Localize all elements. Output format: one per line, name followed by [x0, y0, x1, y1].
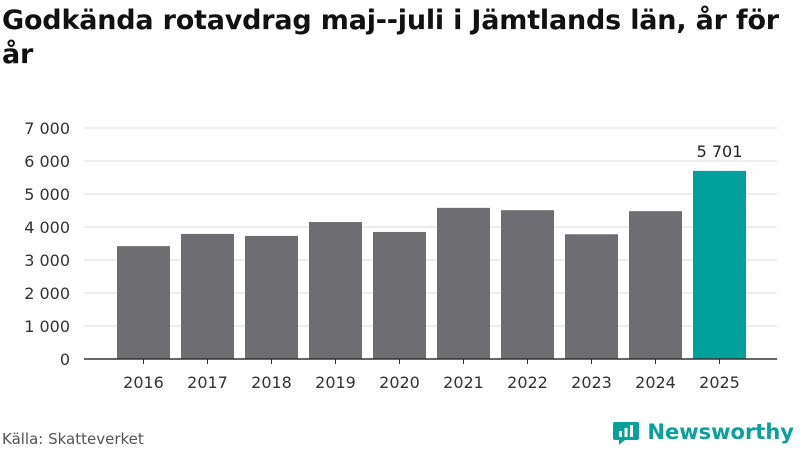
y-tick-label: 0	[60, 350, 70, 369]
chart-title: Godkända rotavdrag maj--juli i Jämtlands…	[2, 5, 779, 70]
bar	[437, 207, 490, 359]
y-tick-label: 6 000	[24, 152, 70, 171]
newsworthy-logo-icon	[613, 422, 640, 445]
x-tick-label: 2017	[187, 373, 228, 392]
bar	[309, 222, 362, 359]
x-tick-label: 2018	[251, 373, 292, 392]
bar	[501, 210, 554, 359]
x-tick-label: 2020	[379, 373, 420, 392]
data-label: 5 701	[697, 142, 743, 161]
x-tick-label: 2019	[315, 373, 356, 392]
y-tick-label: 3 000	[24, 251, 70, 270]
bar	[373, 231, 426, 359]
brand-name: Newsworthy	[647, 420, 794, 444]
bar	[565, 234, 618, 359]
y-tick-label: 7 000	[24, 119, 70, 138]
x-tick-label: 2023	[571, 373, 612, 392]
x-tick-label: 2021	[443, 373, 484, 392]
x-tick-label: 2024	[635, 373, 676, 392]
y-tick-label: 2 000	[24, 284, 70, 303]
bar	[629, 211, 682, 359]
y-tick-label: 5 000	[24, 185, 70, 204]
bar	[117, 246, 170, 359]
source-note: Källa: Skatteverket	[2, 430, 144, 448]
x-tick-label: 2016	[123, 373, 164, 392]
x-tick-label: 2025	[699, 373, 740, 392]
bar	[693, 170, 746, 359]
bar	[181, 233, 234, 359]
bar	[245, 235, 298, 359]
y-tick-label: 4 000	[24, 218, 70, 237]
brand-logo: Newsworthy	[613, 419, 794, 445]
bar-chart: 0 1 000 2 000 3 000 4 000 5 000 6 000 7 000 2016…	[24, 119, 777, 392]
x-tick-label: 2022	[507, 373, 548, 392]
y-tick-label: 1 000	[24, 317, 70, 336]
